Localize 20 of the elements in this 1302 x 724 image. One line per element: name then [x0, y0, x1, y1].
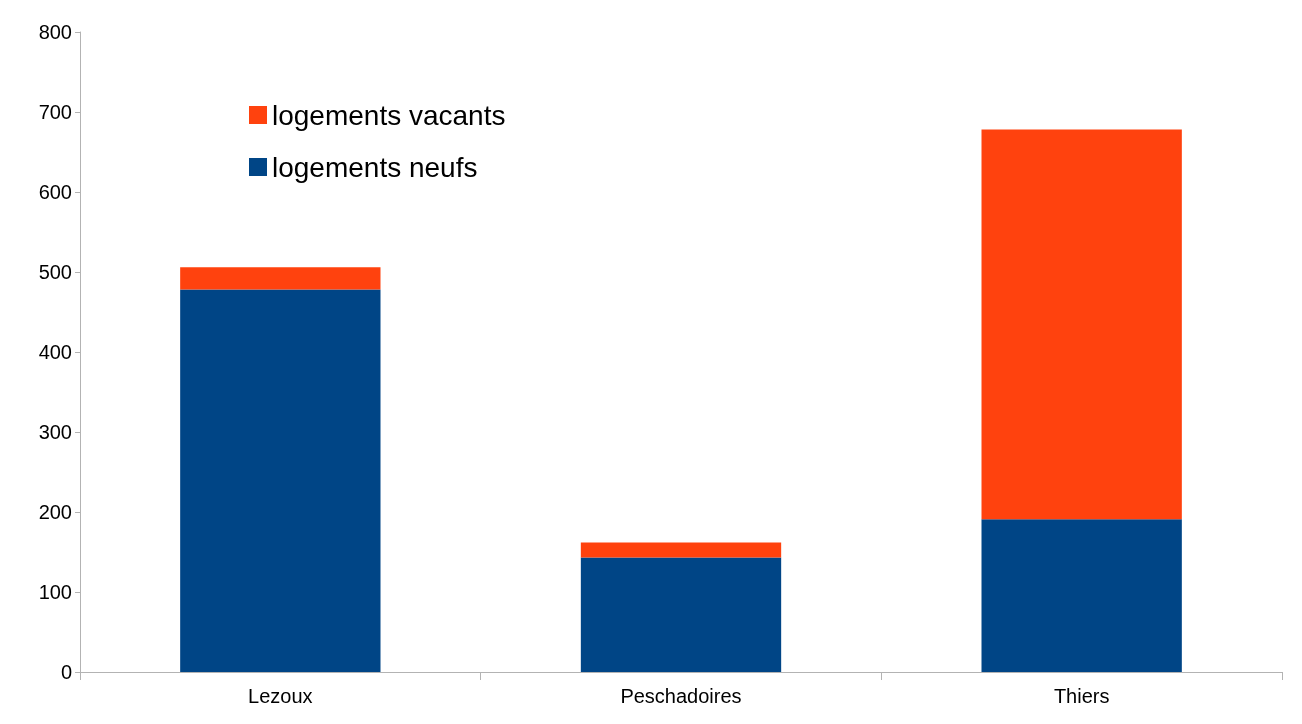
y-tick-label: 500 — [38, 261, 72, 283]
y-tick-label: 600 — [38, 181, 72, 203]
y-tick-label: 0 — [60, 661, 72, 683]
legend-label: logements vacants — [272, 99, 506, 131]
y-tick-label: 300 — [38, 421, 72, 443]
x-tick-label: Lezoux — [248, 685, 313, 707]
y-tick-label: 700 — [38, 101, 72, 123]
y-tick-label: 100 — [38, 581, 72, 603]
y-tick-label: 400 — [38, 341, 72, 363]
y-tick-label: 200 — [38, 501, 72, 523]
x-tick-label: Peschadoires — [620, 685, 742, 707]
bar — [580, 542, 782, 558]
bar — [180, 289, 381, 672]
x-tick-label: Thiers — [1053, 685, 1110, 707]
bar — [981, 519, 1182, 672]
y-tick-label: 800 — [38, 21, 72, 43]
legend-label: logements neufs — [272, 151, 478, 183]
bar — [180, 267, 381, 290]
bar — [580, 557, 782, 672]
bar — [981, 129, 1182, 520]
